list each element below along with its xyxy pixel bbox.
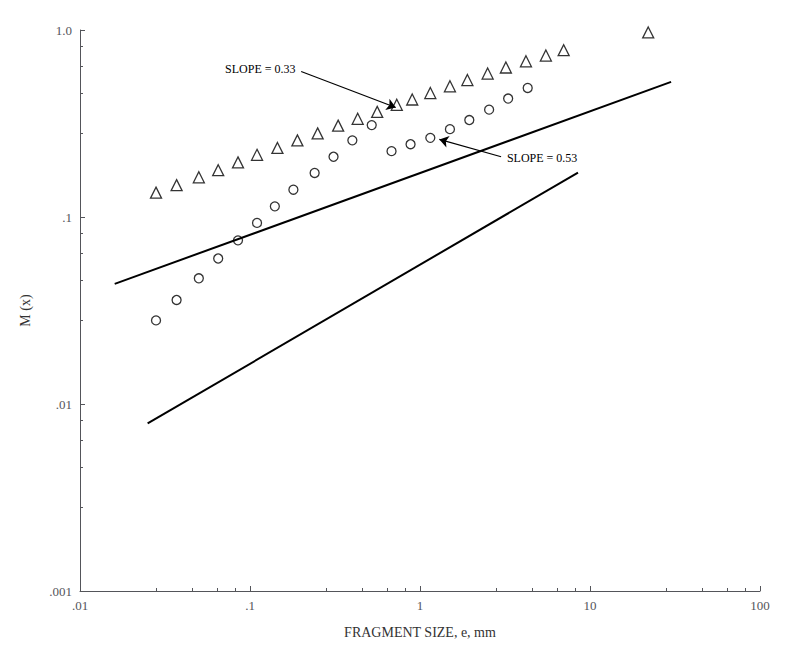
svg-text:.001: .001 — [49, 584, 72, 599]
svg-text:.01: .01 — [72, 598, 88, 613]
svg-text:.1: .1 — [245, 598, 255, 613]
svg-text:100: 100 — [750, 598, 770, 613]
svg-text:1: 1 — [417, 598, 424, 613]
svg-text:M (x): M (x) — [18, 294, 34, 327]
svg-text:.01: .01 — [56, 397, 72, 412]
svg-text:.1: .1 — [62, 210, 72, 225]
svg-text:FRAGMENT SIZE, e, mm: FRAGMENT SIZE, e, mm — [344, 625, 496, 640]
svg-text:SLOPE = 0.33: SLOPE = 0.33 — [225, 62, 295, 76]
svg-text:10: 10 — [584, 598, 597, 613]
svg-text:1.0: 1.0 — [56, 23, 72, 38]
svg-text:SLOPE = 0.53: SLOPE = 0.53 — [507, 151, 577, 165]
